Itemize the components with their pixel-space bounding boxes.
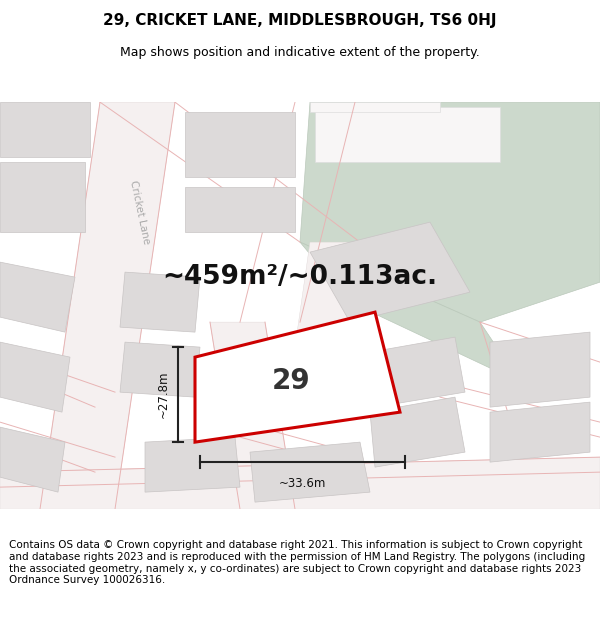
- Text: 29, CRICKET LANE, MIDDLESBROUGH, TS6 0HJ: 29, CRICKET LANE, MIDDLESBROUGH, TS6 0HJ: [103, 14, 497, 29]
- Polygon shape: [145, 437, 240, 492]
- Polygon shape: [185, 187, 295, 232]
- Text: ~27.8m: ~27.8m: [157, 371, 170, 418]
- Polygon shape: [120, 342, 200, 397]
- Polygon shape: [120, 272, 200, 332]
- Text: 29: 29: [272, 367, 311, 395]
- Polygon shape: [210, 322, 295, 509]
- Polygon shape: [490, 402, 590, 462]
- Polygon shape: [0, 342, 70, 412]
- Polygon shape: [310, 222, 470, 322]
- Polygon shape: [300, 102, 600, 322]
- Text: Vet Lane: Vet Lane: [230, 389, 250, 435]
- Polygon shape: [370, 397, 465, 467]
- Polygon shape: [0, 102, 90, 157]
- Polygon shape: [310, 102, 440, 112]
- Polygon shape: [40, 102, 175, 509]
- Polygon shape: [490, 332, 590, 407]
- Polygon shape: [0, 457, 600, 509]
- Polygon shape: [370, 337, 465, 407]
- Polygon shape: [0, 427, 65, 492]
- Polygon shape: [290, 242, 360, 382]
- Polygon shape: [250, 442, 370, 502]
- Text: ~33.6m: ~33.6m: [279, 477, 326, 490]
- Text: Cricket Lane: Cricket Lane: [128, 179, 152, 245]
- Text: ~459m²/~0.113ac.: ~459m²/~0.113ac.: [163, 264, 437, 290]
- Polygon shape: [0, 262, 75, 332]
- Polygon shape: [195, 312, 400, 442]
- Polygon shape: [185, 112, 295, 177]
- Text: Contains OS data © Crown copyright and database right 2021. This information is : Contains OS data © Crown copyright and d…: [9, 541, 585, 585]
- Text: Map shows position and indicative extent of the property.: Map shows position and indicative extent…: [120, 46, 480, 59]
- Polygon shape: [300, 242, 520, 382]
- Polygon shape: [315, 107, 500, 162]
- Polygon shape: [0, 162, 85, 232]
